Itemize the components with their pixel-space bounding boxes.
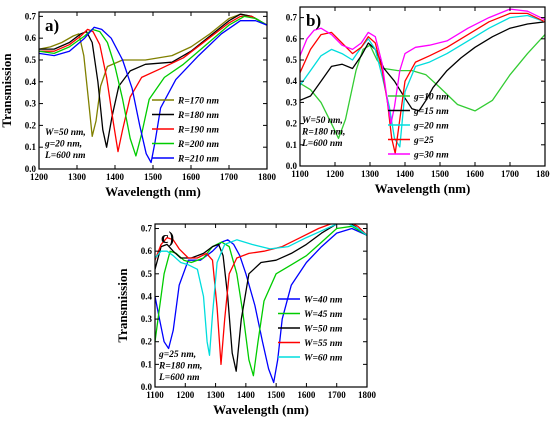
y-tick-label: 0.4: [25, 77, 37, 87]
y-tick-label: 0.0: [141, 382, 153, 392]
y-tick-label: 0.3: [286, 97, 298, 107]
y-tick-label: 0.4: [141, 291, 153, 301]
y-tick-label: 0.2: [25, 120, 37, 130]
parameter-annotation: g=20 nm,: [44, 140, 82, 150]
y-tick-label: 0.2: [286, 119, 298, 129]
chart-panel-a: 1200 1300 1400 1500 1600 1700 1800 0.0 0.1 0.2 0.3…: [0, 11, 277, 199]
x-tick-label: 1800: [358, 390, 377, 400]
legend-label: g=10 nm: [413, 93, 449, 103]
plot-frame-b: [299, 6, 546, 167]
y-axis-label: Transmission: [115, 268, 130, 343]
x-axis-label: Wavelength (nm): [375, 181, 471, 196]
y-tick-label: 0.5: [25, 55, 37, 65]
parameter-annotation: W=50 nm,: [45, 128, 86, 138]
x-tick-label: 1700: [328, 390, 347, 400]
series-line-a-2: [39, 13, 267, 148]
legend-label: W=40 nm: [304, 296, 342, 306]
parameter-annotation: L=600 nm: [44, 151, 86, 161]
legend-label: W=55 nm: [304, 339, 342, 349]
series-line-a-5: [39, 20, 267, 164]
series-line-c-5: [155, 224, 367, 356]
panel-label: c): [161, 228, 174, 247]
x-tick-label: 1800: [258, 172, 277, 182]
panel-label: a): [45, 16, 59, 35]
legend-label: g=20 nm: [413, 122, 449, 132]
legend-label: g=25: [413, 136, 434, 146]
legend-label: R=180 nm: [177, 111, 219, 121]
parameter-annotation: L=600 nm: [301, 139, 343, 149]
plot-frame-c: [154, 223, 368, 388]
x-tick-label: 1500: [267, 390, 286, 400]
x-tick-label: 1500: [431, 169, 450, 179]
x-tick-label: 1400: [237, 390, 256, 400]
y-tick-label: 0.2: [141, 337, 153, 347]
x-tick-label: 1300: [207, 390, 226, 400]
legend-label: W=60 nm: [304, 354, 342, 364]
y-tick-label: 0.1: [25, 142, 37, 152]
parameter-annotation: L=600 nm: [158, 373, 200, 383]
x-tick-label: 1200: [30, 172, 49, 182]
y-tick-label: 0.6: [25, 33, 37, 43]
parameter-annotation: R=180 nm,: [301, 128, 345, 138]
y-tick-label: 0.7: [141, 224, 153, 234]
x-tick-label: 1600: [297, 390, 316, 400]
series-line-a-3: [39, 15, 267, 153]
legend-label: R=200 nm: [177, 140, 219, 150]
x-tick-label: 1700: [501, 169, 520, 179]
x-tick-label: 1300: [68, 172, 87, 182]
x-tick-label: 1400: [396, 169, 415, 179]
y-tick-label: 0.1: [141, 359, 153, 369]
y-tick-label: 0.7: [25, 11, 37, 21]
x-tick-label: 1300: [361, 169, 380, 179]
x-axis-label: Wavelength (nm): [105, 184, 201, 199]
y-tick-label: 0.0: [286, 161, 298, 171]
parameter-annotation: g=25 nm,: [158, 350, 196, 360]
y-tick-label: 0.0: [25, 164, 37, 174]
x-tick-label: 1100: [291, 169, 309, 179]
y-tick-label: 0.5: [141, 269, 153, 279]
y-tick-label: 0.7: [286, 13, 298, 23]
y-axis-label: Transmission: [0, 53, 14, 128]
y-tick-label: 0.3: [141, 314, 153, 324]
x-tick-label: 1500: [144, 172, 163, 182]
y-tick-label: 0.6: [141, 246, 153, 256]
x-tick-label: 1200: [326, 169, 345, 179]
panel-label: b): [306, 11, 321, 30]
y-tick-label: 0.1: [286, 140, 298, 150]
x-tick-label: 1200: [176, 390, 195, 400]
series-line-a-4: [39, 15, 267, 157]
series-line-c-4: [155, 224, 367, 366]
series-line-b-4: [300, 12, 545, 154]
legend-label: W=45 nm: [304, 310, 342, 320]
y-tick-label: 0.6: [286, 34, 298, 44]
series-line-b-5: [300, 8, 545, 125]
legend-label: R=170 nm: [177, 97, 219, 107]
y-tick-label: 0.4: [286, 76, 298, 86]
series-line-c-3: [155, 224, 367, 372]
legend-label: g=15 nm: [413, 107, 449, 117]
series-line-a-1: [39, 13, 267, 137]
x-tick-label: 1700: [220, 172, 239, 182]
x-tick-label: 1600: [466, 169, 485, 179]
x-tick-label: 1400: [106, 172, 125, 182]
x-tick-label: 1600: [182, 172, 201, 182]
series-line-c-1: [155, 227, 367, 384]
chart-panel-b: 1100 1200 1300 1400 1500 1600 1700 1800 0.0 0.1 0.…: [286, 6, 550, 196]
parameter-annotation: W=50 nm,: [302, 116, 343, 126]
series-line-b-3: [300, 14, 545, 148]
legend-label: R=190 nm: [177, 126, 219, 136]
x-tick-label: 1100: [146, 390, 164, 400]
legend-label: g=30 nm: [413, 151, 449, 161]
y-tick-label: 0.3: [25, 99, 37, 109]
parameter-annotation: R=180 nm,: [158, 362, 202, 372]
chart-panel-c: 1100 1200 1300 1400 1500 1600 1700 1800 0.0 0.1 0.…: [115, 223, 377, 417]
x-tick-label: 1800: [536, 169, 550, 179]
legend-label: W=50 nm: [304, 325, 342, 335]
x-axis-label: Wavelength (nm): [213, 402, 309, 417]
y-tick-label: 0.5: [286, 55, 298, 65]
legend-label: R=210 nm: [177, 155, 219, 165]
